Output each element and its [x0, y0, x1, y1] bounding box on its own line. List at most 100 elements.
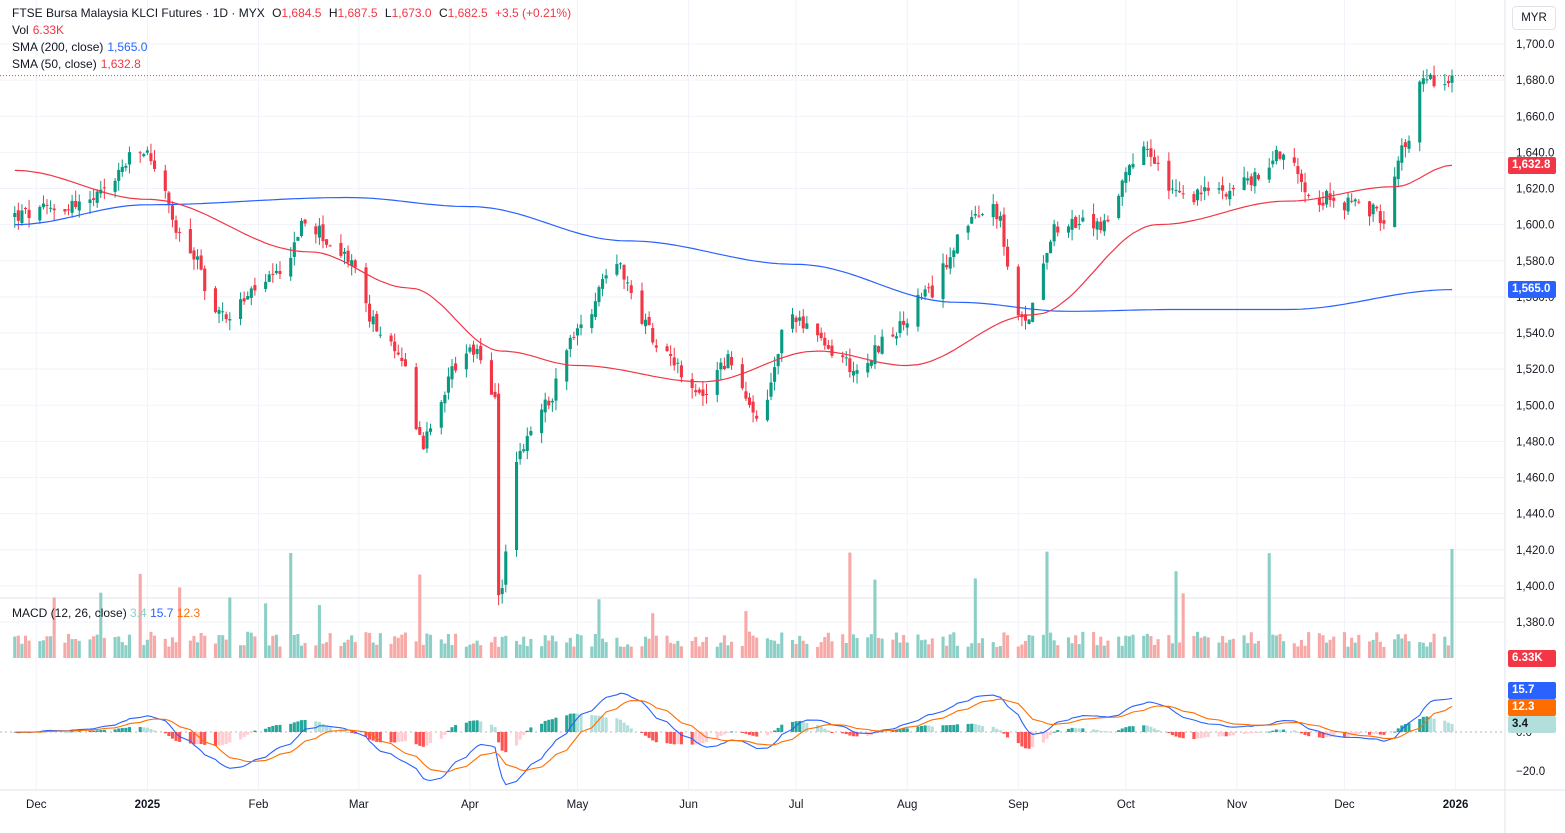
volume-bar	[20, 643, 24, 658]
volume-bar	[1228, 639, 1232, 658]
macd-histogram-bar	[540, 723, 544, 732]
candle-body	[554, 378, 558, 401]
currency-selector[interactable]: MYR	[1512, 6, 1556, 30]
macd-histogram-bar	[1149, 726, 1153, 732]
macd-histogram-bar	[127, 727, 131, 732]
candle-body	[188, 229, 192, 254]
candle-body	[142, 154, 146, 157]
candle-body	[418, 426, 422, 435]
volume-bar	[891, 639, 895, 658]
macd-histogram-bar	[418, 732, 422, 746]
volume-bar	[1167, 635, 1171, 658]
volume-bar	[471, 643, 476, 658]
candle-body	[816, 323, 820, 336]
macd-histogram-bar	[63, 731, 67, 733]
volume-bar	[274, 634, 278, 658]
volume-bar	[1181, 593, 1185, 658]
volume-bar	[23, 635, 28, 658]
macd-histogram-bar	[880, 731, 884, 733]
candle-body	[1170, 188, 1174, 190]
candle-body	[855, 370, 859, 374]
candle-body	[740, 364, 744, 389]
candle-body	[425, 431, 429, 449]
candle-body	[916, 294, 920, 327]
volume-bar	[1149, 636, 1153, 658]
macd-histogram-bar	[1450, 724, 1454, 732]
macd-histogram-bar	[1371, 732, 1375, 735]
candle-body	[314, 226, 318, 235]
candle-body	[77, 201, 81, 211]
macd-histogram-bar	[278, 724, 282, 732]
volume-bar	[679, 646, 683, 658]
legend-sma50[interactable]: SMA (50, close) 1,632.8	[12, 56, 141, 73]
macd-histogram-bar	[414, 732, 418, 745]
volume-bar	[1206, 637, 1210, 658]
volume-bar	[1296, 646, 1300, 658]
candle-body	[590, 314, 594, 329]
legend-sma200[interactable]: SMA (200, close) 1,565.0	[12, 39, 147, 56]
volume-bar	[1325, 642, 1329, 658]
candle-body	[1353, 199, 1357, 202]
volume-bar	[1056, 645, 1060, 658]
volume-bar	[816, 646, 820, 658]
legend-macd[interactable]: MACD (12, 26, close) 3.4 15.7 12.3	[12, 605, 200, 622]
macd-histogram-bar	[522, 732, 526, 736]
candle-body	[697, 389, 701, 393]
candle-body	[1199, 192, 1203, 195]
legend-volume[interactable]: Vol 6.33K	[12, 22, 64, 39]
candle-body	[1221, 185, 1225, 191]
month-label: Feb	[249, 799, 269, 811]
macd-histogram-bar	[740, 732, 744, 733]
volume-bar	[514, 640, 519, 658]
candle-body	[701, 389, 705, 396]
candle-body	[1446, 80, 1450, 84]
volume-bar	[730, 641, 734, 658]
candle-body	[1292, 157, 1296, 163]
candle-body	[1425, 79, 1429, 81]
macd-histogram-bar	[1224, 732, 1228, 737]
candle-body	[20, 210, 24, 224]
candle-body	[317, 225, 321, 238]
candle-body	[1152, 157, 1157, 164]
macd-histogram-bar	[1199, 732, 1203, 739]
candle-body	[765, 399, 769, 421]
volume-bar	[626, 644, 630, 658]
macd-histogram-bar	[124, 727, 128, 732]
macd-histogram-bar	[464, 722, 468, 732]
macd-histogram-bar	[1066, 728, 1071, 732]
macd-histogram-bar	[1178, 732, 1182, 738]
macd-histogram-bar	[798, 720, 802, 732]
volume-bar	[1195, 631, 1200, 658]
volume-bar	[1099, 636, 1103, 658]
macd-histogram-bar	[489, 724, 493, 732]
volume-bar	[1443, 636, 1447, 658]
macd-histogram-bar	[1396, 728, 1400, 732]
volume-bar	[672, 643, 676, 658]
candle-body	[522, 449, 526, 452]
volume-bar	[443, 643, 447, 658]
macd-histogram-bar	[694, 732, 698, 745]
macd-histogram-bar	[174, 732, 178, 741]
candle-body	[751, 401, 755, 413]
volume-bar	[299, 645, 304, 658]
volume-bar	[1156, 639, 1160, 658]
macd-histogram-bar	[626, 725, 630, 732]
month-label: Dec	[26, 799, 47, 811]
macd-histogram-bar	[1045, 732, 1049, 739]
candle-body	[325, 239, 329, 245]
volume-bar	[1382, 646, 1386, 658]
candle-body	[1099, 221, 1103, 231]
volume-bar	[1357, 634, 1361, 658]
candle-body	[1382, 220, 1386, 224]
macd-histogram-bar	[439, 732, 443, 739]
volume-bar	[70, 639, 74, 658]
volume-bar	[1271, 634, 1275, 658]
candle-body	[224, 314, 228, 320]
volume-bar	[13, 636, 17, 658]
macd-histogram-bar	[1321, 732, 1325, 739]
symbol-title[interactable]: FTSE Bursa Malaysia KLCI Futures · 1D · …	[12, 6, 265, 20]
volume-bar	[178, 587, 182, 658]
candle-body	[798, 317, 802, 321]
macd-histogram-bar	[1357, 732, 1361, 735]
